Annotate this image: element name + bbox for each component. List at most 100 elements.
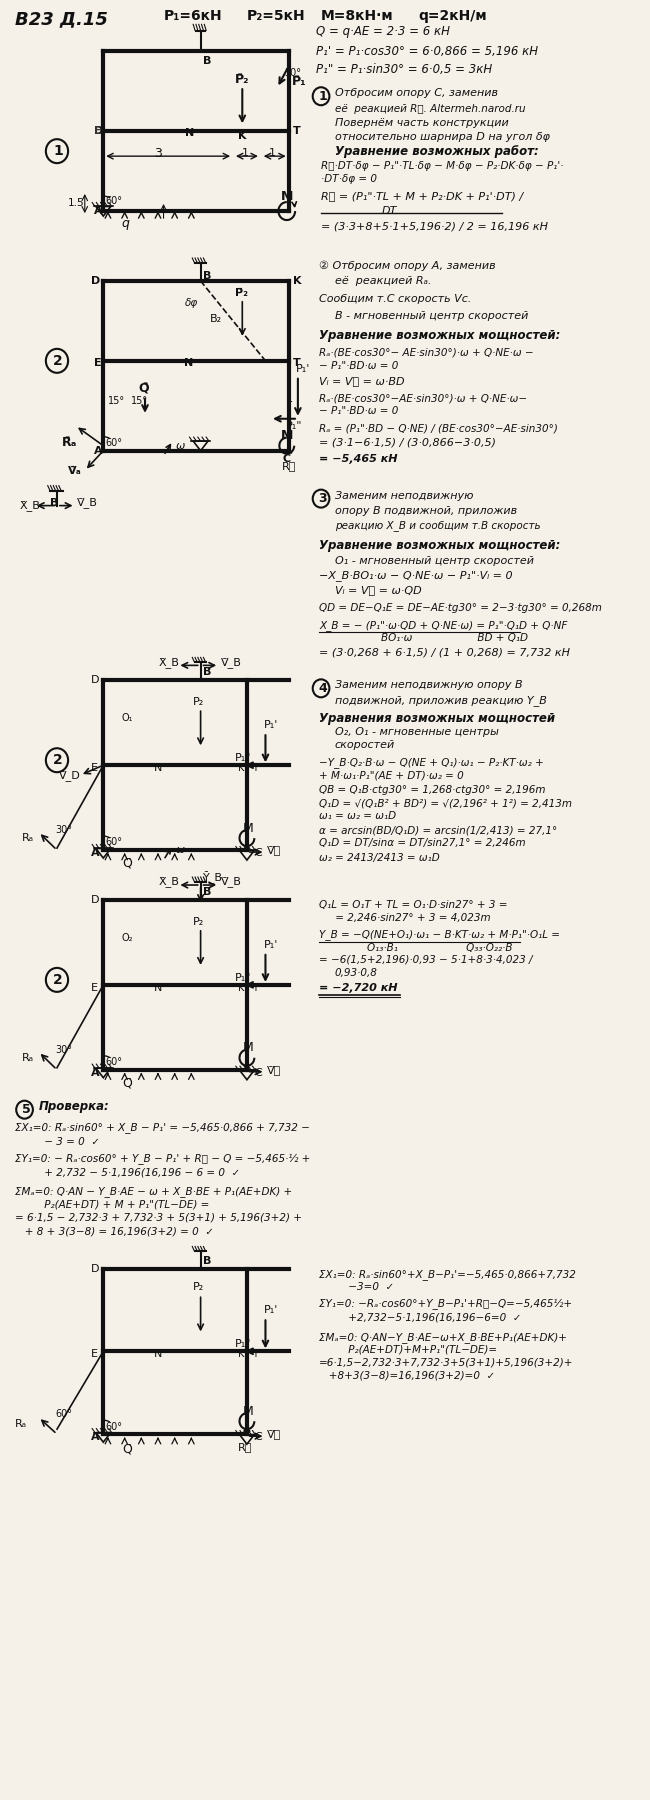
Text: V̄_B: V̄_B (221, 877, 242, 887)
Text: относительно шарнира D на угол δφ: относительно шарнира D на угол δφ (335, 131, 550, 142)
Text: T: T (252, 983, 257, 994)
Text: P₂=5кН: P₂=5кН (247, 9, 306, 23)
Text: C: C (254, 1433, 262, 1442)
Text: 60°: 60° (105, 437, 122, 448)
Text: A: A (94, 446, 103, 455)
Text: R̄꜀: R̄꜀ (282, 461, 296, 470)
Text: 5: 5 (21, 1103, 31, 1116)
Text: Уравнение возможных работ:: Уравнение возможных работ: (335, 144, 539, 158)
Text: её  реакцией Rₐ.: её реакцией Rₐ. (335, 275, 432, 286)
Text: ·DT·δφ = 0: ·DT·δφ = 0 (321, 175, 377, 184)
Text: = (3·3+8+5·1+5,196·2) / 2 = 16,196 кН: = (3·3+8+5·1+5,196·2) / 2 = 16,196 кН (321, 221, 548, 230)
Text: QD = DE−Q₁E = DE−AE·tg30° = 2−3·tg30° = 0,268m: QD = DE−Q₁E = DE−AE·tg30° = 2−3·tg30° = … (319, 603, 602, 614)
Text: +8+3(3−8)=16,196(3+2)=0  ✓: +8+3(3−8)=16,196(3+2)=0 ✓ (319, 1370, 495, 1381)
Text: P̄₂: P̄₂ (235, 288, 248, 299)
Text: P̄₁": P̄₁" (235, 1339, 252, 1350)
Text: N: N (154, 763, 162, 774)
Text: Заменим неподвижную: Заменим неподвижную (335, 491, 473, 500)
Text: M: M (281, 428, 294, 443)
Text: + 8 + 3(3−8) = 16,196(3+2) = 0  ✓: + 8 + 3(3−8) = 16,196(3+2) = 0 ✓ (16, 1226, 214, 1237)
Text: C: C (254, 848, 262, 859)
Text: =6·1,5−2,732·3+7,732·3+5(3+1)+5,196(3+2)+: =6·1,5−2,732·3+7,732·3+5(3+1)+5,196(3+2)… (319, 1357, 574, 1368)
Text: D: D (91, 895, 99, 905)
Text: D: D (91, 675, 99, 686)
Text: 30°: 30° (284, 68, 301, 77)
Text: N: N (185, 128, 194, 139)
Text: −3=0  ✓: −3=0 ✓ (319, 1282, 395, 1292)
Text: R꜀·DT·δφ − P₁"·TL·δφ − M·δφ − P₂·DK·δφ − P₁'·: R꜀·DT·δφ − P₁"·TL·δφ − M·δφ − P₂·DK·δφ −… (321, 162, 564, 171)
Text: M: M (242, 1404, 253, 1418)
Text: 1: 1 (269, 148, 276, 158)
Text: ΣX₁=0: Rₐ·sin60°+X_B−P₁'=−5,465·0,866+7,732: ΣX₁=0: Rₐ·sin60°+X_B−P₁'=−5,465·0,866+7,… (319, 1269, 576, 1280)
Text: ω₁ = ω₂ = ω₁D: ω₁ = ω₂ = ω₁D (319, 812, 396, 821)
Text: q=2кН/м: q=2кН/м (419, 9, 487, 23)
Text: B - мгновенный центр скоростей: B - мгновенный центр скоростей (335, 311, 528, 320)
Text: C: C (282, 454, 291, 464)
Text: Проверка:: Проверка: (38, 1100, 109, 1112)
Text: δφ: δφ (185, 299, 198, 308)
Text: E: E (91, 763, 98, 774)
Text: N: N (184, 358, 193, 367)
Text: B: B (49, 497, 58, 508)
Text: P̄₂: P̄₂ (193, 916, 205, 927)
Text: Q₁D = DT/sinα = DT/sin27,1° = 2,246m: Q₁D = DT/sinα = DT/sin27,1° = 2,246m (319, 839, 526, 848)
Text: V̄_B: V̄_B (221, 657, 242, 668)
Text: ΣMₐ=0: Q·AN − Y_B·AE − ω + X_B·BE + P₁(AE+DK) +: ΣMₐ=0: Q·AN − Y_B·AE − ω + X_B·BE + P₁(A… (16, 1186, 292, 1197)
Text: V̄꜀: V̄꜀ (267, 844, 281, 855)
Text: T: T (252, 763, 257, 774)
Text: P̄₁": P̄₁" (286, 421, 302, 430)
Text: V̄꜀: V̄꜀ (267, 1066, 281, 1075)
Text: M=8кН·м: M=8кН·м (321, 9, 394, 23)
Text: R꜀ = (P₁"·TL + M + P₂·DK + P₁'·DT) /: R꜀ = (P₁"·TL + M + P₂·DK + P₁'·DT) / (321, 191, 523, 202)
Text: Q̄: Q̄ (122, 1076, 132, 1089)
Text: E: E (94, 126, 101, 137)
Text: P₁' = P₁·cos30° = 6·0,866 = 5,196 кН: P₁' = P₁·cos30° = 6·0,866 = 5,196 кН (317, 45, 539, 58)
Text: Отбросим опору С, заменив: Отбросим опору С, заменив (335, 88, 498, 99)
Text: P̄₁': P̄₁' (296, 364, 311, 374)
Text: 3: 3 (318, 491, 327, 506)
Text: Ȳ_B: Ȳ_B (203, 871, 224, 884)
Text: B̄₂: B̄₂ (210, 313, 222, 324)
Text: V̄꜀: V̄꜀ (267, 1429, 281, 1440)
Text: X_B = − (P₁"·ω·QD + Q·NE·ω) = P₁"·Q₁D + Q·NF: X_B = − (P₁"·ω·QD + Q·NE·ω) = P₁"·Q₁D + … (319, 619, 567, 630)
Text: K: K (238, 1350, 244, 1359)
Text: P̄₂: P̄₂ (235, 72, 250, 86)
Text: 3: 3 (154, 146, 162, 160)
Text: 1: 1 (318, 90, 327, 103)
Text: Q̄: Q̄ (122, 1442, 132, 1456)
Text: опору B подвижной, приложив: опору B подвижной, приложив (335, 506, 517, 515)
Text: = 6·1,5 − 2,732·3 + 7,732·3 + 5(3+1) + 5,196(3+2) +: = 6·1,5 − 2,732·3 + 7,732·3 + 5(3+1) + 5… (16, 1213, 302, 1222)
Text: P̄₂: P̄₂ (193, 1282, 205, 1292)
Text: 30°: 30° (55, 824, 72, 835)
Text: 2: 2 (53, 972, 63, 986)
Text: K: K (293, 275, 302, 286)
Text: L: L (286, 394, 292, 403)
Text: A: A (91, 848, 100, 859)
Text: K: K (238, 131, 246, 140)
Text: X̄_B: X̄_B (159, 877, 180, 887)
Text: Rₐ·(BE·cos30°−AE·sin30°)·ω + Q·NE·ω−: Rₐ·(BE·cos30°−AE·sin30°)·ω + Q·NE·ω− (319, 394, 527, 403)
Text: C: C (254, 1067, 262, 1078)
Text: P̄₁: P̄₁ (291, 76, 306, 88)
Text: её  реакцией R꜀. Altermeh.narod.ru: её реакцией R꜀. Altermeh.narod.ru (335, 104, 526, 113)
Text: M: M (242, 821, 253, 835)
Text: 1.5: 1.5 (68, 198, 84, 209)
Text: ΣMₐ=0: Q·AN−Y_B·AE−ω+X_B·BE+P₁(AE+DK)+: ΣMₐ=0: Q·AN−Y_B·AE−ω+X_B·BE+P₁(AE+DK)+ (319, 1332, 567, 1343)
Text: Vₗ = V꜀ = ω·QD: Vₗ = V꜀ = ω·QD (335, 585, 422, 596)
Text: +2,732−5·1,196(16,196−6=0  ✓: +2,732−5·1,196(16,196−6=0 ✓ (319, 1312, 522, 1323)
Text: −Y_B·Q₂·B·ω − Q(NE + Q₁)·ω₁ − P₂·KT·ω₂ +: −Y_B·Q₂·B·ω − Q(NE + Q₁)·ω₁ − P₂·KT·ω₂ + (319, 756, 544, 767)
Text: α = arcsin(BD/Q₁D) = arcsin(1/2,413) = 27,1°: α = arcsin(BD/Q₁D) = arcsin(1/2,413) = 2… (319, 824, 558, 835)
Text: Q₁L = O₁T + TL = O₁·D·sin27° + 3 =: Q₁L = O₁T + TL = O₁·D·sin27° + 3 = (319, 900, 508, 911)
Text: D: D (94, 126, 103, 137)
Text: P̄₂: P̄₂ (193, 697, 205, 707)
Text: P̄₁': P̄₁' (264, 720, 278, 731)
Text: V̄_D: V̄_D (59, 770, 81, 781)
Text: 15°: 15° (108, 396, 125, 405)
Text: B: B (203, 272, 212, 281)
Text: Q = q·AE = 2·3 = 6 кН: Q = q·AE = 2·3 = 6 кН (317, 25, 450, 38)
Text: 60°: 60° (105, 1057, 122, 1067)
Text: N: N (154, 1350, 162, 1359)
Text: ② Отбросим опору A, заменив: ② Отбросим опору A, заменив (319, 261, 496, 272)
Text: 4: 4 (318, 682, 327, 695)
Text: K: K (238, 983, 244, 994)
